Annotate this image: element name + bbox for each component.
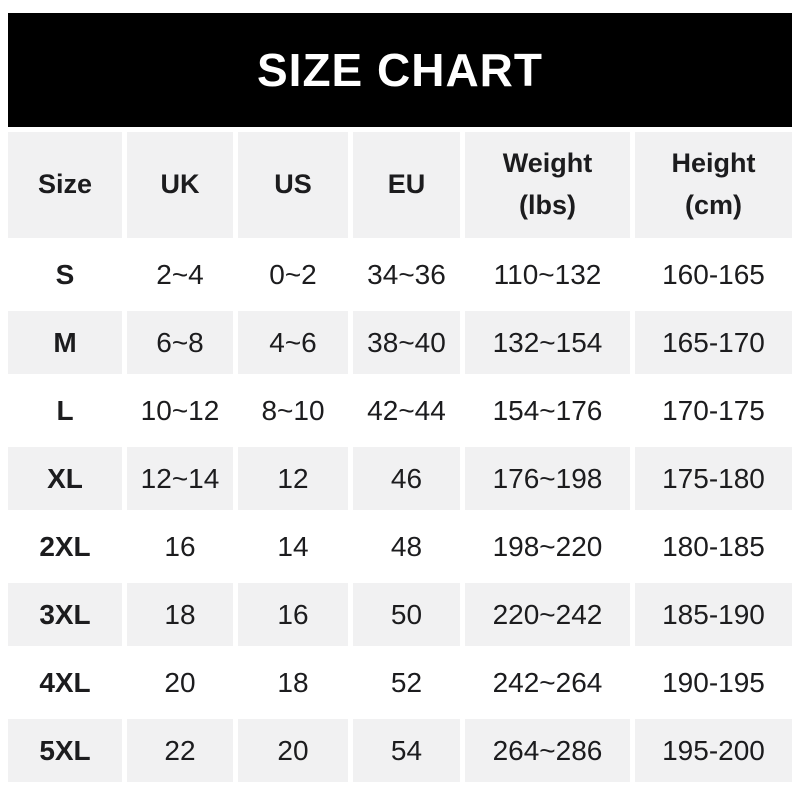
column-header-us: US bbox=[238, 132, 348, 238]
us-cell: 0~2 bbox=[238, 243, 348, 306]
us-cell: 12 bbox=[238, 447, 348, 510]
size-chart-table: Size UK US EU Weight (lbs) Height (cm) S… bbox=[8, 132, 792, 782]
eu-cell: 34~36 bbox=[353, 243, 460, 306]
column-header-weight: Weight (lbs) bbox=[465, 132, 630, 238]
weight-cell: 242~264 bbox=[465, 651, 630, 714]
uk-cell: 18 bbox=[127, 583, 233, 646]
uk-cell: 12~14 bbox=[127, 447, 233, 510]
size-cell: XL bbox=[8, 447, 122, 510]
weight-cell: 176~198 bbox=[465, 447, 630, 510]
column-header-uk: UK bbox=[127, 132, 233, 238]
eu-cell: 48 bbox=[353, 515, 460, 578]
size-cell: 3XL bbox=[8, 583, 122, 646]
size-chart-banner: SIZE CHART bbox=[8, 13, 792, 127]
page-title: SIZE CHART bbox=[257, 44, 543, 96]
size-cell: 4XL bbox=[8, 651, 122, 714]
size-cell: 5XL bbox=[8, 719, 122, 782]
uk-cell: 16 bbox=[127, 515, 233, 578]
eu-cell: 54 bbox=[353, 719, 460, 782]
height-cell: 195-200 bbox=[635, 719, 792, 782]
eu-cell: 52 bbox=[353, 651, 460, 714]
height-cell: 170-175 bbox=[635, 379, 792, 442]
weight-cell: 154~176 bbox=[465, 379, 630, 442]
column-header-height: Height (cm) bbox=[635, 132, 792, 238]
height-cell: 175-180 bbox=[635, 447, 792, 510]
eu-cell: 46 bbox=[353, 447, 460, 510]
us-cell: 14 bbox=[238, 515, 348, 578]
height-cell: 160-165 bbox=[635, 243, 792, 306]
weight-cell: 198~220 bbox=[465, 515, 630, 578]
uk-cell: 2~4 bbox=[127, 243, 233, 306]
size-cell: 2XL bbox=[8, 515, 122, 578]
eu-cell: 50 bbox=[353, 583, 460, 646]
column-header-size: Size bbox=[8, 132, 122, 238]
us-cell: 18 bbox=[238, 651, 348, 714]
weight-cell: 264~286 bbox=[465, 719, 630, 782]
size-cell: S bbox=[8, 243, 122, 306]
eu-cell: 38~40 bbox=[353, 311, 460, 374]
size-cell: M bbox=[8, 311, 122, 374]
weight-cell: 132~154 bbox=[465, 311, 630, 374]
weight-cell: 220~242 bbox=[465, 583, 630, 646]
uk-cell: 6~8 bbox=[127, 311, 233, 374]
uk-cell: 22 bbox=[127, 719, 233, 782]
uk-cell: 20 bbox=[127, 651, 233, 714]
eu-cell: 42~44 bbox=[353, 379, 460, 442]
height-cell: 190-195 bbox=[635, 651, 792, 714]
uk-cell: 10~12 bbox=[127, 379, 233, 442]
us-cell: 20 bbox=[238, 719, 348, 782]
height-cell: 165-170 bbox=[635, 311, 792, 374]
height-cell: 185-190 bbox=[635, 583, 792, 646]
size-cell: L bbox=[8, 379, 122, 442]
us-cell: 8~10 bbox=[238, 379, 348, 442]
height-cell: 180-185 bbox=[635, 515, 792, 578]
column-header-eu: EU bbox=[353, 132, 460, 238]
weight-cell: 110~132 bbox=[465, 243, 630, 306]
us-cell: 4~6 bbox=[238, 311, 348, 374]
us-cell: 16 bbox=[238, 583, 348, 646]
